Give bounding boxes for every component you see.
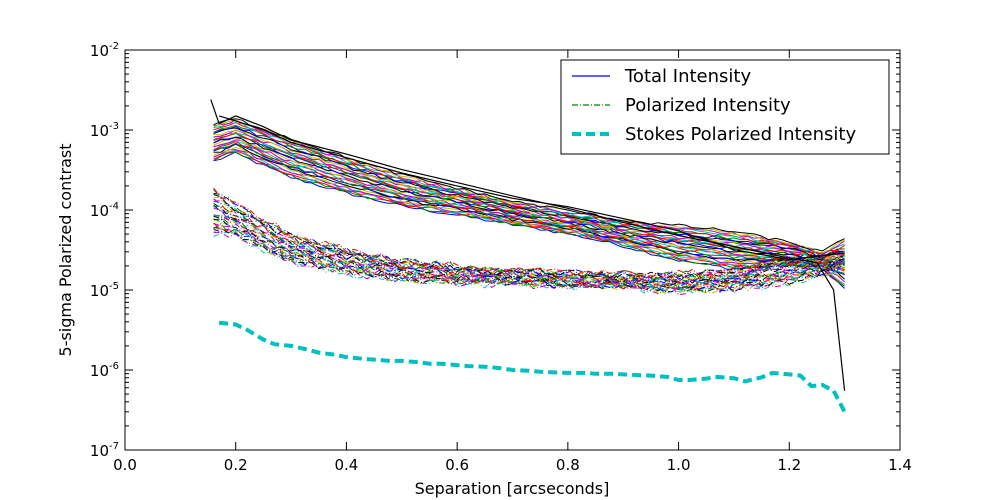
y-tick-label: 10-3 — [90, 121, 119, 140]
total-intensity-line — [213, 119, 845, 256]
polarized-intensity-line — [213, 204, 845, 284]
polarized-intensity-line — [213, 192, 845, 280]
total-intensity-line — [213, 139, 845, 270]
total-intensity-line — [213, 143, 845, 280]
total-intensity-line — [213, 146, 845, 280]
x-tick-label: 1.0 — [667, 456, 691, 474]
y-tick-label: 10-2 — [90, 41, 119, 60]
total-intensity-line — [213, 124, 845, 258]
total-intensity-line — [213, 118, 845, 252]
y-tick-label: 10-7 — [90, 441, 119, 460]
y-tick-label: 10-6 — [90, 361, 119, 380]
polarized-intensity-line — [213, 200, 845, 282]
total-intensity-line — [213, 137, 845, 269]
polarized-intensity-line — [213, 223, 845, 292]
polarized-intensity-line — [213, 193, 845, 280]
total-intensity-black-line — [210, 99, 846, 391]
total-intensity-black-line — [218, 115, 845, 261]
polarized-intensity-line — [213, 223, 845, 292]
total-intensity-line — [213, 150, 845, 285]
x-tick-label: 0.8 — [556, 456, 580, 474]
series-layer — [210, 99, 847, 413]
polarized-intensity-line — [213, 217, 845, 288]
stokes-polarized-intensity-line — [218, 320, 847, 413]
x-tick-label: 1.2 — [777, 456, 801, 474]
y-axis-label: 5-sigma Polarized contrast — [56, 144, 75, 357]
total-intensity-line — [213, 151, 845, 287]
polarized-intensity-line — [213, 231, 845, 295]
total-intensity-line — [213, 132, 845, 261]
legend-box — [560, 59, 890, 155]
x-tick-label: 0.0 — [113, 456, 137, 474]
polarized-intensity-line — [213, 198, 845, 283]
total-intensity-line — [213, 130, 845, 259]
polarized-intensity-line — [213, 227, 845, 293]
polarized-intensity-line — [213, 214, 845, 287]
total-intensity-line — [213, 127, 845, 259]
legend-label-polarized-intensity: Polarized Intensity — [625, 95, 791, 116]
x-axis-label: Separation [arcseconds] — [415, 479, 610, 498]
polarized-intensity-line — [213, 228, 845, 293]
x-tick-label: 1.4 — [888, 456, 912, 474]
polarized-intensity-line — [213, 231, 845, 296]
y-tick-label: 10-5 — [90, 281, 119, 300]
polarized-intensity-line — [213, 205, 845, 283]
polarized-intensity-line — [213, 187, 845, 279]
plot-frame — [124, 49, 901, 451]
legend: Total Intensity Polarized Intensity Stok… — [560, 59, 890, 155]
x-tick-label: 0.2 — [224, 456, 248, 474]
y-tick-label: 10-4 — [90, 201, 119, 220]
x-tick-label: 0.4 — [334, 456, 358, 474]
ticks-layer: 0.0 0.2 0.4 0.6 0.8 1.0 1.2 1.4 10-7 10-6 10-5 10-4… — [90, 41, 912, 474]
x-tick-label: 0.6 — [445, 456, 469, 474]
legend-label-stokes-polarized-intensity: Stokes Polarized Intensity — [625, 124, 856, 145]
legend-label-total-intensity: Total Intensity — [624, 66, 751, 87]
